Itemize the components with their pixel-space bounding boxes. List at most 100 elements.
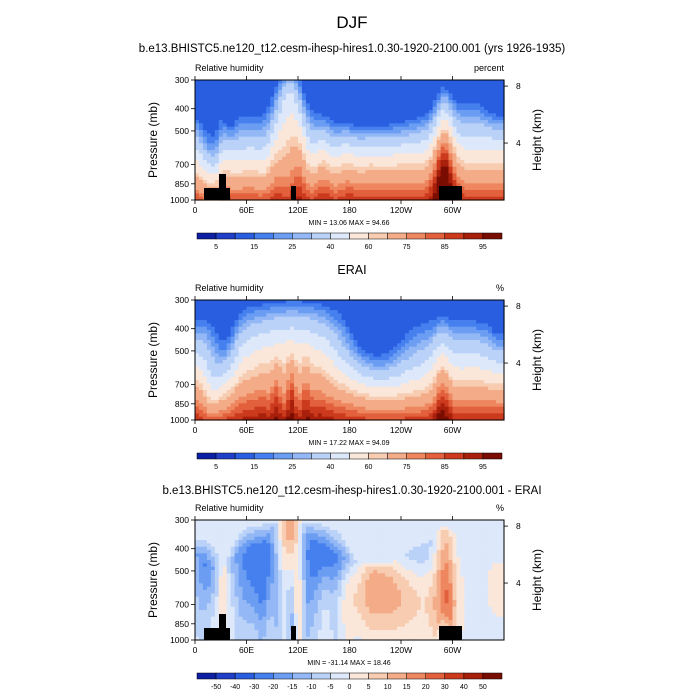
heatmap-cell: [290, 146, 295, 151]
heatmap-cell: [361, 370, 366, 374]
heatmap-cell: [325, 80, 331, 84]
heatmap-cell: [397, 383, 402, 388]
heatmap-cell: [214, 413, 220, 418]
heatmap-cell: [230, 83, 236, 88]
heatmap-cell: [452, 140, 458, 144]
heatmap-cell: [373, 146, 378, 151]
heatmap-cell: [349, 106, 355, 111]
heatmap-cell: [444, 140, 450, 144]
heatmap-cell: [472, 113, 477, 118]
heatmap-cell: [242, 416, 248, 421]
heatmap-cell: [416, 133, 422, 138]
heatmap-cell: [377, 313, 382, 318]
heatmap-cell: [329, 176, 335, 181]
heatmap-cell: [329, 366, 335, 371]
heatmap-cell: [357, 330, 362, 334]
heatmap-cell: [242, 110, 248, 114]
heatmap-cell: [321, 180, 327, 184]
heatmap-cell: [444, 110, 450, 114]
heatmap-cell: [365, 356, 370, 361]
heatmap-cell: [329, 393, 335, 398]
heatmap-cell: [262, 300, 267, 304]
heatmap-cell: [357, 173, 362, 178]
heatmap-cell: [242, 116, 248, 121]
heatmap-cell: [353, 413, 359, 418]
heatmap-cell: [424, 306, 430, 311]
heatmap-cell: [325, 123, 331, 128]
heatmap-cell: [282, 316, 287, 321]
heatmap-cell: [262, 386, 267, 391]
heatmap-cell: [412, 143, 418, 148]
heatmap-cell: [274, 340, 279, 344]
heatmap-cell: [373, 383, 378, 388]
heatmap-cell: [377, 166, 382, 171]
heatmap-cell: [282, 350, 287, 354]
heatmap-cell: [369, 166, 374, 171]
heatmap-cell: [262, 396, 267, 401]
heatmap-cell: [246, 326, 252, 331]
heatmap-cell: [286, 130, 291, 134]
heatmap-cell: [389, 306, 394, 311]
heatmap-cell: [428, 133, 434, 138]
heatmap-cell: [397, 330, 402, 334]
heatmap-cell: [309, 133, 315, 138]
heatmap-cell: [329, 136, 335, 141]
heatmap-cell: [389, 153, 394, 158]
heatmap-cell: [341, 310, 347, 314]
heatmap-cell: [420, 410, 426, 414]
heatmap-cell: [357, 370, 362, 374]
heatmap-cell: [377, 316, 382, 321]
heatmap-cell: [357, 376, 362, 381]
heatmap-cell: [381, 303, 386, 308]
heatmap-cell: [317, 320, 323, 324]
heatmap-cell: [357, 120, 362, 124]
heatmap-cell: [298, 310, 303, 314]
heatmap-cell: [412, 366, 418, 371]
heatmap-cell: [226, 386, 232, 391]
heatmap-cell: [357, 116, 362, 121]
heatmap-cell: [416, 156, 422, 161]
heatmap-cell: [274, 100, 279, 104]
heatmap-cell: [484, 163, 489, 168]
heatmap-cell: [397, 173, 402, 178]
heatmap-cell: [416, 83, 422, 88]
heatmap-cell: [274, 180, 279, 184]
heatmap-cell: [246, 106, 252, 111]
heatmap-cell: [290, 326, 295, 331]
heatmap-cell: [472, 106, 477, 111]
heatmap-cell: [278, 350, 283, 354]
heatmap-cell: [393, 376, 398, 381]
heatmap-cell: [282, 136, 287, 141]
heatmap-cell: [226, 80, 232, 84]
heatmap-cell: [294, 153, 299, 158]
heatmap-cell: [222, 80, 228, 84]
heatmap-cell: [226, 86, 232, 91]
heatmap-cell: [286, 153, 291, 158]
heatmap-cell: [420, 170, 426, 174]
heatmap-cell: [329, 353, 335, 358]
heatmap-cell: [496, 173, 501, 178]
heatmap-cell: [325, 136, 331, 141]
heatmap-cell: [448, 153, 454, 158]
heatmap-cell: [397, 176, 402, 181]
heatmap-cell: [202, 176, 208, 181]
heatmap-cell: [218, 346, 224, 351]
heatmap-cell: [258, 316, 263, 321]
heatmap-cell: [381, 106, 386, 111]
heatmap-cell: [294, 176, 299, 181]
heatmap-cell: [246, 323, 252, 328]
heatmap-cell: [408, 390, 414, 394]
heatmap-cell: [298, 386, 303, 391]
heatmap-cell: [337, 346, 343, 351]
heatmap-cell: [210, 393, 216, 398]
heatmap-cell: [206, 390, 212, 394]
heatmap-cell: [206, 410, 212, 414]
heatmap-cell: [270, 173, 275, 178]
heatmap-cell: [313, 316, 319, 321]
heatmap-cell: [313, 150, 319, 154]
heatmap-cell: [270, 366, 275, 371]
heatmap-cell: [250, 93, 256, 98]
heatmap-cell: [401, 360, 406, 364]
heatmap-cell: [202, 406, 208, 411]
heatmap-cell: [242, 393, 248, 398]
